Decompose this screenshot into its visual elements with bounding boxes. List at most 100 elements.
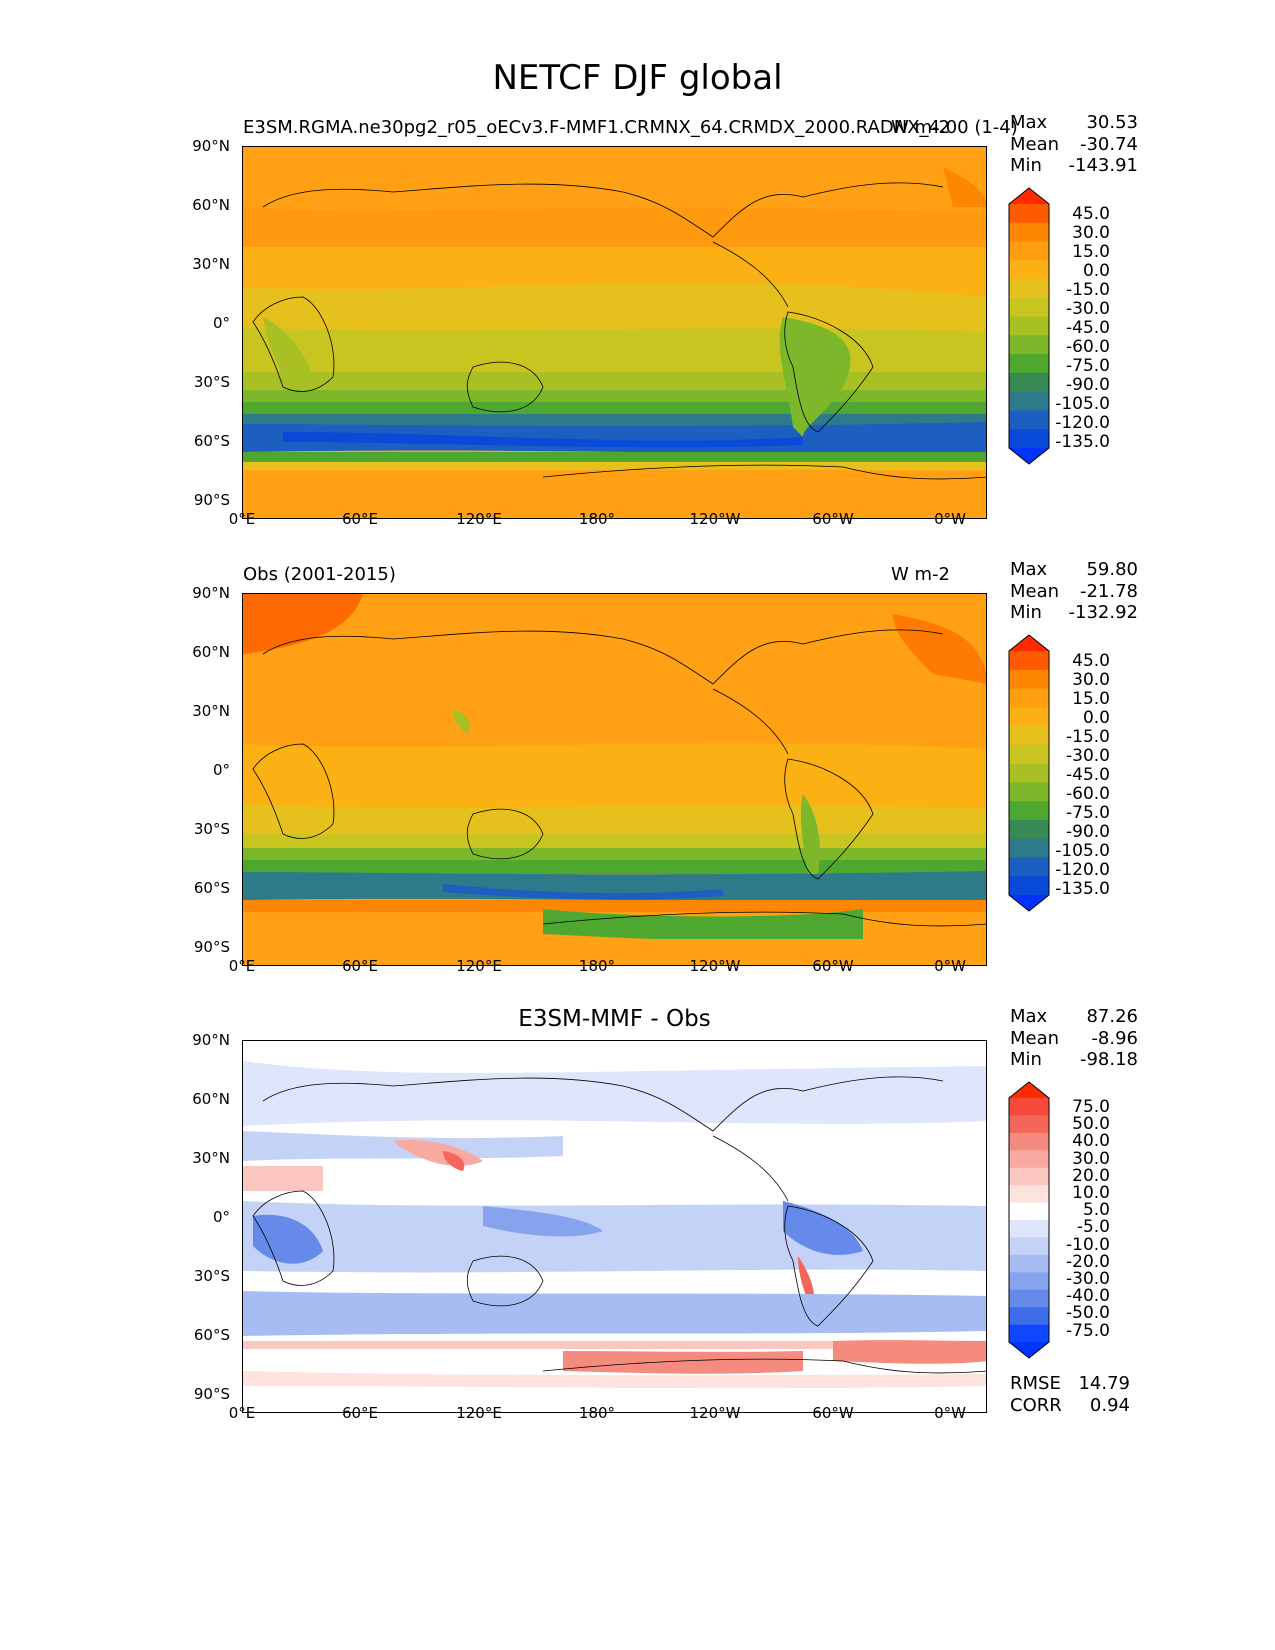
colorbar-swatch bbox=[1009, 1324, 1049, 1343]
colorbar-label: 15.0 bbox=[1072, 689, 1110, 709]
x-tick: 180° bbox=[578, 957, 616, 975]
panel-obs-stats: Max 59.80 Mean -21.78 Min -132.92 bbox=[1010, 559, 1138, 624]
colorbar-label: 30.0 bbox=[1072, 223, 1110, 243]
stat-value: -132.92 bbox=[1068, 602, 1138, 623]
colorbar-label: -30.0 bbox=[1066, 299, 1110, 319]
y-tick: 60°N bbox=[192, 196, 230, 214]
colorbar-swatch bbox=[1009, 335, 1049, 355]
x-tick: 180° bbox=[578, 1404, 616, 1422]
colorbar-swatch bbox=[1009, 838, 1049, 858]
colorbar-swatch bbox=[1009, 1254, 1049, 1273]
panel-obs-left-title: Obs (2001-2015) bbox=[243, 564, 396, 585]
x-tick: 0°W bbox=[934, 510, 966, 528]
y-tick: 0° bbox=[212, 761, 230, 779]
x-tick: 120°E bbox=[456, 510, 502, 528]
colorbar-swatch bbox=[1009, 372, 1049, 393]
colorbar-swatch bbox=[1009, 1185, 1049, 1204]
panel-model-stats: Max 30.53 Mean -30.74 Min -143.91 bbox=[1010, 112, 1138, 177]
y-tick: 30°N bbox=[192, 1149, 230, 1167]
colorbar-swatch bbox=[1009, 260, 1049, 280]
panel-diff-colorbar bbox=[1008, 1081, 1050, 1359]
colorbar-outline bbox=[1008, 1081, 1050, 1359]
colorbar-swatch bbox=[1009, 688, 1049, 708]
y-tick: 60°S bbox=[193, 879, 230, 897]
panel-model-colorbar bbox=[1008, 187, 1050, 465]
y-tick: 60°N bbox=[192, 643, 230, 661]
colorbar-label: -45.0 bbox=[1066, 765, 1110, 785]
x-tick: 120°E bbox=[456, 1404, 502, 1422]
panel-model-colorbar-labels: 45.0 30.0 15.0 0.0 -15.0 -30.0 -45.0 -60… bbox=[1040, 205, 1110, 452]
colorbar-label: -120.0 bbox=[1055, 413, 1110, 433]
colorbar-label: -15.0 bbox=[1066, 727, 1110, 747]
x-tick: 120°W bbox=[689, 957, 741, 975]
colorbar-swatch bbox=[1009, 669, 1049, 690]
stat-label: Max bbox=[1010, 1006, 1048, 1027]
colorbar-label: -135.0 bbox=[1055, 879, 1110, 899]
colorbar-label: -75.0 bbox=[1066, 1320, 1110, 1341]
panel-diff-colorbar-labels: 75.0 50.0 40.0 30.0 20.0 10.0 5.0 -5.0 -… bbox=[1040, 1098, 1110, 1341]
colorbar-swatch bbox=[1009, 1220, 1049, 1238]
stat-value: -8.96 bbox=[1091, 1027, 1138, 1049]
colorbar-swatch bbox=[1009, 1307, 1049, 1326]
colorbar-label: 45.0 bbox=[1072, 651, 1110, 671]
colorbar-label: 0.0 bbox=[1082, 708, 1110, 728]
colorbar-swatch bbox=[1009, 204, 1049, 224]
y-tick: 90°N bbox=[192, 584, 230, 602]
y-tick: 60°S bbox=[193, 432, 230, 450]
colorbar-swatch bbox=[1009, 763, 1049, 783]
stat-label: Min bbox=[1010, 1049, 1042, 1070]
colorbar-swatch bbox=[1009, 279, 1049, 299]
stat-label: Min bbox=[1010, 155, 1042, 176]
y-tick: 30°S bbox=[193, 373, 230, 391]
colorbar-label: 15.0 bbox=[1072, 242, 1110, 262]
colorbar-label: -45.0 bbox=[1066, 318, 1110, 338]
colorbar-label: -75.0 bbox=[1066, 356, 1110, 376]
colorbar-label: 30.0 bbox=[1072, 670, 1110, 690]
y-tick: 90°N bbox=[192, 1031, 230, 1049]
colorbar-label: -15.0 bbox=[1066, 280, 1110, 300]
x-tick: 60°E bbox=[341, 957, 379, 975]
x-tick: 60°W bbox=[812, 1404, 854, 1422]
x-tick: 60°W bbox=[812, 510, 854, 528]
y-tick: 30°S bbox=[193, 820, 230, 838]
y-tick: 90°N bbox=[192, 137, 230, 155]
panel-obs-map-svg bbox=[243, 594, 986, 965]
stat-value: 59.80 bbox=[1086, 559, 1138, 580]
panel-model-map bbox=[242, 146, 987, 519]
colorbar-swatch bbox=[1009, 316, 1049, 336]
colorbar-outline bbox=[1008, 187, 1050, 465]
y-tick: 0° bbox=[212, 1208, 230, 1226]
colorbar-label: -30.0 bbox=[1066, 1269, 1110, 1290]
panel-diff-extra-stats: RMSE 14.79 CORR 0.94 bbox=[1010, 1373, 1130, 1416]
stat-label: Max bbox=[1010, 112, 1048, 133]
colorbar-label: -50.0 bbox=[1066, 1303, 1110, 1324]
x-tick: 0°W bbox=[934, 1404, 966, 1422]
stat-value: -98.18 bbox=[1079, 1049, 1138, 1070]
panel-diff-map bbox=[242, 1040, 987, 1413]
figure-title: NETCF DJF global bbox=[492, 58, 783, 98]
colorbar-extend-max bbox=[1009, 188, 1049, 204]
stat-label: Mean bbox=[1010, 1027, 1060, 1049]
colorbar-label: -20.0 bbox=[1066, 1251, 1110, 1272]
x-tick: 60°W bbox=[812, 957, 854, 975]
colorbar-extend-max bbox=[1009, 1082, 1049, 1098]
colorbar-swatch bbox=[1009, 726, 1049, 746]
colorbar-swatch bbox=[1009, 410, 1049, 430]
colorbar-label: -30.0 bbox=[1066, 746, 1110, 766]
colorbar-swatch bbox=[1009, 857, 1049, 877]
colorbar-swatch bbox=[1009, 651, 1049, 671]
colorbar-extend-max bbox=[1009, 635, 1049, 651]
colorbar-swatch bbox=[1009, 876, 1049, 896]
x-tick: 60°E bbox=[341, 1404, 379, 1422]
colorbar-swatch bbox=[1009, 707, 1049, 727]
colorbar-label: 50.0 bbox=[1072, 1114, 1110, 1135]
colorbar-label: -5.0 bbox=[1076, 1217, 1110, 1238]
panel-obs-colorbar bbox=[1008, 634, 1050, 912]
y-tick: 90°S bbox=[193, 1385, 230, 1403]
colorbar-label: -90.0 bbox=[1066, 822, 1110, 842]
panel-model-units: W m-2 bbox=[890, 117, 950, 138]
colorbar-swatch bbox=[1009, 1272, 1049, 1291]
colorbar-swatch bbox=[1009, 391, 1049, 411]
y-tick: 30°N bbox=[192, 255, 230, 273]
stat-label: Mean bbox=[1010, 133, 1060, 155]
